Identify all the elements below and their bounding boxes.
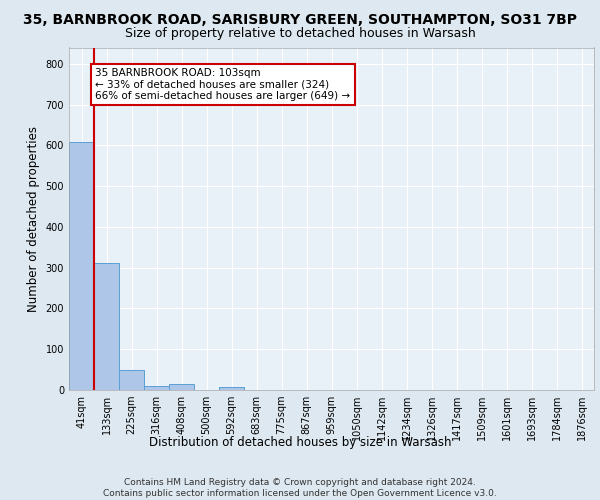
Bar [94,263,119,390]
Text: 35, BARNBROOK ROAD, SARISBURY GREEN, SOUTHAMPTON, SO31 7BP: 35, BARNBROOK ROAD, SARISBURY GREEN, SOU… [23,12,577,26]
Bar [119,370,144,390]
Text: Distribution of detached houses by size in Warsash: Distribution of detached houses by size … [149,436,451,449]
Bar [169,384,194,390]
Text: 35 BARNBROOK ROAD: 103sqm
← 33% of detached houses are smaller (324)
66% of semi: 35 BARNBROOK ROAD: 103sqm ← 33% of detac… [95,68,350,101]
Bar [69,142,94,390]
Bar [144,386,169,390]
Y-axis label: Number of detached properties: Number of detached properties [27,126,40,312]
Text: Contains HM Land Registry data © Crown copyright and database right 2024.
Contai: Contains HM Land Registry data © Crown c… [103,478,497,498]
Bar [219,386,244,390]
Text: Size of property relative to detached houses in Warsash: Size of property relative to detached ho… [125,28,475,40]
